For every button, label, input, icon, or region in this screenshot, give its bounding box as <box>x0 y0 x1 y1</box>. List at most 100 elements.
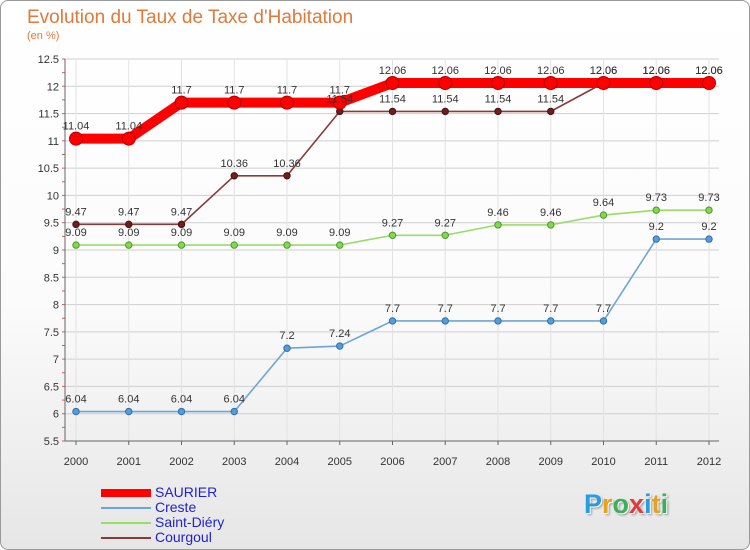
data-point <box>280 95 294 110</box>
data-label: 9.27 <box>435 217 456 229</box>
data-point <box>494 107 502 116</box>
data-point <box>72 241 80 249</box>
data-point <box>547 317 555 325</box>
data-point <box>441 107 449 116</box>
data-point <box>543 76 558 91</box>
data-label: 6.04 <box>224 394 245 406</box>
data-label: 9.47 <box>118 206 139 218</box>
data-label: 9.09 <box>276 227 297 239</box>
data-point <box>227 95 242 110</box>
x-tick-label: 2004 <box>275 456 299 468</box>
x-tick-label: 2005 <box>328 456 352 468</box>
logo-letter: o <box>612 489 630 519</box>
logo-letter: r <box>602 489 613 519</box>
y-tick-label: 7.5 <box>44 327 59 339</box>
axes: 5.5 6 6.5 7 7.5 8 8.5 9 9.5 10 10.5 11 11.5 12 12.5 200… <box>38 54 722 468</box>
series-saint-di-ry <box>72 206 713 249</box>
data-point <box>72 407 80 416</box>
x-tick-label: 2001 <box>117 456 141 468</box>
x-tick-label: 2003 <box>222 456 246 468</box>
series-layer <box>69 76 716 416</box>
data-point <box>547 107 555 116</box>
data-label: 11.7 <box>224 85 245 97</box>
data-point <box>441 231 449 239</box>
data-label: 7.7 <box>596 303 611 315</box>
data-point <box>283 172 291 180</box>
x-tick-label: 2000 <box>64 456 88 468</box>
x-tick-label: 2006 <box>380 456 404 468</box>
data-point <box>388 317 397 325</box>
data-point <box>438 76 453 91</box>
data-label: 11.7 <box>329 85 350 97</box>
y-tick-label: 5.5 <box>44 436 59 448</box>
x-tick-label: 2012 <box>697 456 721 468</box>
data-point <box>388 107 397 116</box>
data-label: 7.7 <box>385 303 400 315</box>
data-point <box>174 95 189 110</box>
data-label: 12.06 <box>642 65 670 77</box>
data-point <box>177 241 186 249</box>
y-tick-label: 12 <box>47 81 59 93</box>
y-tick-label: 9.5 <box>44 218 59 230</box>
data-label: 9.47 <box>171 206 192 218</box>
x-tick-label: 2007 <box>433 456 457 468</box>
data-label: 7.24 <box>329 328 350 340</box>
data-point <box>336 342 344 350</box>
y-tick-label: 8 <box>53 300 59 312</box>
data-label: 12.06 <box>484 65 512 77</box>
logo-letter: i <box>644 489 652 519</box>
data-label: 12.06 <box>642 65 670 77</box>
data-label: 9.27 <box>382 217 403 229</box>
data-label: 9.09 <box>224 227 245 239</box>
data-point <box>547 221 555 229</box>
data-point <box>125 407 133 416</box>
data-point <box>121 131 136 146</box>
data-label: 9.64 <box>593 197 614 209</box>
data-label: 7.2 <box>279 330 294 342</box>
data-label: 11.54 <box>432 93 459 105</box>
data-label: 11.54 <box>485 93 512 105</box>
legend-swatch <box>101 489 151 497</box>
data-point <box>177 407 186 416</box>
x-tick-label: 2010 <box>591 456 615 468</box>
data-label: 9.46 <box>540 207 561 219</box>
x-tick-label: 2008 <box>486 456 510 468</box>
data-label: 11.54 <box>379 93 406 105</box>
legend-swatch <box>101 522 151 524</box>
x-tick-label: 2002 <box>169 456 193 468</box>
data-point <box>125 241 133 249</box>
data-point <box>72 220 80 229</box>
data-point <box>596 76 611 91</box>
data-label: 11.54 <box>537 93 564 105</box>
data-labels: 11.04 11.04 11.7 11.7 11.7 11.7 12.06 12.06 12.0… <box>63 65 723 406</box>
data-point <box>705 235 713 243</box>
legend-label: Saint-Diéry <box>155 514 225 530</box>
y-tick-label: 9 <box>53 245 59 257</box>
y-tick-label: 10 <box>47 190 59 202</box>
data-label: 6.04 <box>65 394 86 406</box>
data-label: 9.73 <box>646 192 667 204</box>
data-point <box>491 76 505 91</box>
data-point <box>388 231 397 239</box>
y-tick-label: 11 <box>48 136 59 148</box>
data-label: 9.09 <box>329 227 350 239</box>
grid-lines <box>65 58 719 442</box>
data-label: 9.2 <box>701 221 716 233</box>
data-label: 10.36 <box>220 158 248 170</box>
data-point <box>332 95 347 110</box>
data-label: 6.04 <box>118 394 139 406</box>
data-label: 12.06 <box>695 65 723 77</box>
logo-letter: i <box>660 489 669 519</box>
data-label: 9.09 <box>118 227 139 239</box>
data-label: 11.7 <box>277 85 298 97</box>
x-tick-label: 2009 <box>539 456 563 468</box>
chart-title: Evolution du Taux de Taxe d'Habitation <box>27 7 354 28</box>
data-point <box>649 76 664 91</box>
data-point <box>441 317 449 325</box>
y-tick-label: 12.5 <box>38 54 59 66</box>
data-point <box>230 172 238 180</box>
logo-letter: t <box>651 489 661 519</box>
y-tick-label: 8.5 <box>44 272 59 284</box>
y-tick-label: 7 <box>53 354 59 366</box>
data-label: 9.47 <box>65 206 86 218</box>
